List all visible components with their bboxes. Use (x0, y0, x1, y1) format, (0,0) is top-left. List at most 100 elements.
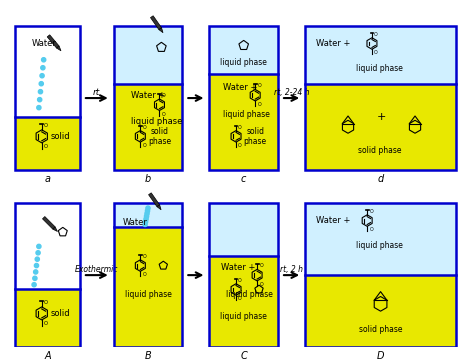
Text: B: B (145, 352, 151, 361)
Text: liquid phase: liquid phase (125, 290, 172, 299)
Text: c: c (241, 174, 246, 184)
Text: b: b (145, 174, 151, 184)
Bar (305, 84, 456, 170)
Text: liquid phase: liquid phase (356, 64, 403, 73)
Text: rt: rt (93, 88, 100, 97)
Bar (209, 26, 278, 170)
Circle shape (145, 214, 149, 218)
Circle shape (37, 97, 42, 102)
Bar (209, 74, 278, 170)
Text: O: O (369, 209, 373, 214)
Polygon shape (56, 46, 61, 51)
Polygon shape (53, 227, 57, 231)
Circle shape (37, 244, 41, 248)
Polygon shape (47, 35, 59, 48)
Text: O: O (374, 32, 378, 37)
Text: liquid phase: liquid phase (220, 312, 267, 321)
Text: Water: Water (32, 39, 57, 48)
Text: a: a (45, 174, 51, 184)
Polygon shape (150, 16, 162, 30)
Text: O: O (257, 102, 261, 107)
Text: A: A (44, 352, 51, 361)
Bar (15, 26, 80, 117)
Polygon shape (148, 193, 160, 207)
Text: O: O (238, 143, 242, 148)
Polygon shape (157, 205, 161, 210)
Bar (209, 203, 278, 347)
Text: solid phase: solid phase (359, 325, 402, 334)
Circle shape (146, 206, 150, 210)
Circle shape (32, 283, 36, 287)
Bar (305, 203, 456, 275)
Text: O: O (238, 125, 242, 130)
Text: rt, 2 h: rt, 2 h (280, 265, 303, 274)
Bar (114, 227, 182, 347)
Text: O: O (238, 278, 242, 283)
Text: d: d (377, 174, 383, 184)
Circle shape (36, 251, 40, 255)
Text: solid phase: solid phase (358, 146, 401, 155)
Circle shape (144, 217, 148, 221)
Text: Water +: Water + (131, 91, 165, 100)
Bar (114, 26, 182, 84)
Text: liquid phase: liquid phase (356, 241, 403, 250)
Text: Water: Water (123, 218, 148, 227)
Text: O: O (143, 125, 146, 130)
Bar (209, 203, 278, 256)
Text: liquid phase: liquid phase (227, 290, 273, 299)
Circle shape (146, 209, 150, 213)
Text: O: O (143, 254, 146, 259)
Bar (15, 117, 80, 170)
Circle shape (33, 276, 37, 280)
Text: Exothermic: Exothermic (75, 265, 118, 274)
Bar (305, 203, 456, 347)
Text: D: D (377, 352, 384, 361)
Text: O: O (257, 83, 261, 88)
Circle shape (143, 222, 147, 226)
Text: O: O (44, 123, 48, 128)
Text: O: O (259, 282, 263, 287)
Text: liquid phase: liquid phase (220, 58, 267, 67)
Circle shape (35, 264, 38, 268)
Bar (15, 203, 80, 290)
Bar (15, 290, 80, 347)
Circle shape (38, 90, 43, 94)
Bar (209, 256, 278, 347)
Text: liquid phase: liquid phase (131, 117, 182, 126)
Text: solid: solid (51, 132, 71, 141)
Bar (114, 26, 182, 170)
Bar (305, 26, 456, 170)
Text: O: O (162, 93, 165, 98)
Text: O: O (374, 50, 378, 55)
Text: rt, 2-24 h: rt, 2-24 h (274, 88, 310, 97)
Bar (114, 84, 182, 170)
Bar (15, 26, 80, 170)
Bar (305, 26, 456, 84)
Text: O: O (44, 144, 48, 149)
Text: solid: solid (51, 309, 71, 318)
Text: solid
phase: solid phase (148, 127, 171, 146)
Text: O: O (44, 300, 48, 305)
Text: liquid phase: liquid phase (223, 110, 270, 119)
Bar (209, 26, 278, 74)
Circle shape (35, 257, 39, 261)
Circle shape (144, 219, 148, 224)
Polygon shape (159, 28, 163, 33)
Circle shape (41, 66, 45, 70)
Circle shape (145, 212, 149, 216)
Circle shape (34, 270, 38, 274)
Text: O: O (162, 112, 165, 117)
Text: Water +: Water + (223, 83, 257, 92)
Bar (305, 275, 456, 347)
Text: O: O (369, 227, 373, 232)
Text: O: O (44, 322, 48, 326)
Text: Water +: Water + (221, 263, 255, 272)
Circle shape (40, 74, 44, 78)
Text: C: C (240, 352, 247, 361)
Text: O: O (238, 296, 242, 301)
Polygon shape (43, 217, 55, 229)
Bar (114, 203, 182, 227)
Text: O: O (143, 273, 146, 277)
Bar (15, 203, 80, 347)
Circle shape (42, 58, 46, 62)
